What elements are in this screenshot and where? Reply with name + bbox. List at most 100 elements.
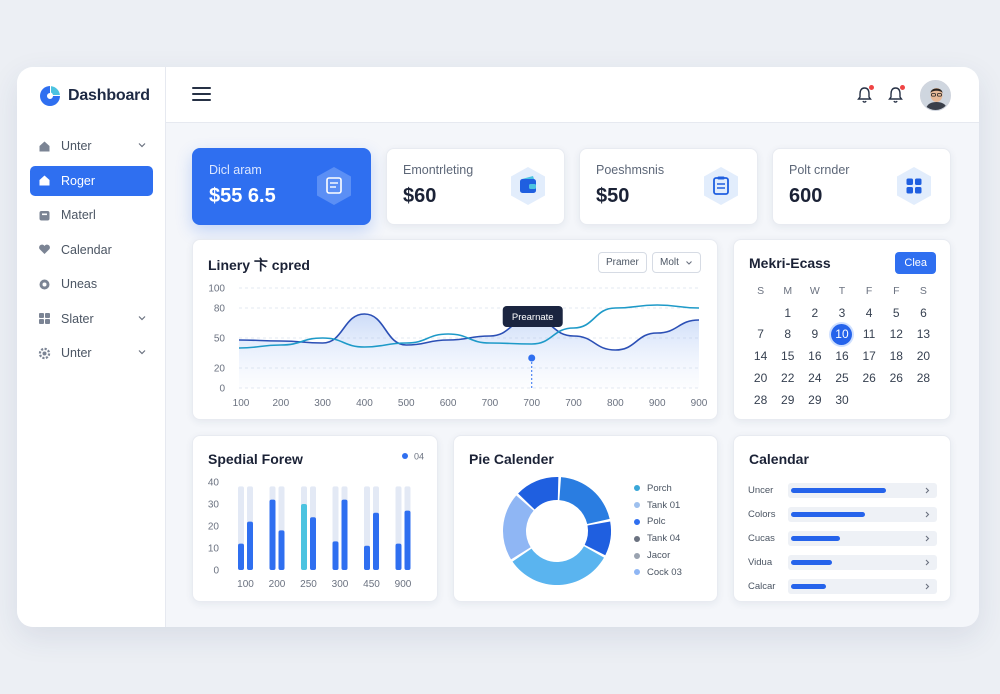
brand[interactable]: Dashboard	[38, 84, 150, 108]
calendar-day[interactable]: 10	[828, 323, 855, 345]
calendar-day[interactable]: 1	[784, 305, 792, 320]
stat-card-1[interactable]: Dicl aram $55 6.5	[192, 148, 371, 225]
calendar-day[interactable]: 16	[808, 349, 822, 364]
pie-slice[interactable]	[518, 477, 559, 510]
legend-label: Tank 01	[647, 499, 681, 511]
calendar-day[interactable]: 9	[811, 327, 819, 342]
progress-bar[interactable]	[788, 506, 937, 522]
data-point[interactable]	[528, 354, 536, 362]
calendar-day[interactable]: 29	[781, 392, 795, 407]
progress-bar[interactable]	[788, 578, 937, 594]
filter-chip[interactable]: Pramer	[598, 252, 647, 273]
bar[interactable]	[364, 545, 370, 570]
sidebar-item-slater[interactable]: Slater	[30, 304, 153, 334]
sidebar-item-label: Calendar	[61, 242, 112, 257]
legend-dot	[634, 502, 640, 509]
sidebar-item-materl[interactable]: Materl	[30, 200, 153, 230]
calendar-day[interactable]: 26	[862, 371, 876, 386]
calendar-day[interactable]: 25	[835, 371, 849, 386]
pie-slice[interactable]	[559, 477, 610, 525]
calendar-day[interactable]: 20	[916, 349, 931, 364]
calendar-day[interactable]: 2	[811, 305, 819, 320]
y-tick-label: 30	[208, 500, 220, 511]
calendar-day[interactable]: 11	[862, 327, 876, 342]
calendar-day[interactable]: 24	[808, 371, 822, 386]
stat-card-2[interactable]: Emontrleting $60	[386, 148, 565, 225]
progress-bar[interactable]	[788, 554, 937, 570]
bar[interactable]	[332, 541, 339, 570]
calendar-day[interactable]: 30	[835, 392, 849, 407]
calendar-day[interactable]: 15	[781, 349, 795, 364]
calendar-day[interactable]: 28	[916, 371, 931, 386]
sidebar-nav: Unter Roger Materl Calendar	[30, 131, 153, 373]
menu-icon[interactable]	[192, 87, 211, 103]
legend-dot	[402, 453, 408, 459]
progress-bar[interactable]	[788, 482, 937, 498]
calendar-day[interactable]: 12	[889, 327, 903, 342]
bar[interactable]	[395, 543, 402, 570]
bell-icon[interactable]	[856, 85, 874, 104]
calendar-day[interactable]: 6	[920, 305, 927, 320]
weekday-label: S	[919, 284, 927, 297]
legend-item: Tank 01	[634, 497, 682, 514]
progress-bar[interactable]	[788, 530, 937, 546]
sidebar-item-uneas[interactable]: Uneas	[30, 269, 153, 299]
calendar-day[interactable]: 5	[892, 305, 900, 320]
calendar-day[interactable]: 28	[753, 392, 768, 407]
bell-icon[interactable]	[887, 85, 905, 104]
heart-icon	[38, 243, 51, 256]
progress-label: Colors	[748, 508, 776, 520]
calendar-day[interactable]: 17	[862, 349, 876, 364]
calendar-day[interactable]: 20	[753, 371, 768, 386]
calendar-day[interactable]: 13	[916, 327, 931, 342]
bar[interactable]	[310, 517, 316, 570]
bar[interactable]	[301, 504, 307, 570]
calendar-day[interactable]: 4	[865, 305, 873, 320]
clear-button[interactable]: Clea	[895, 252, 936, 274]
progress-label: Calcar	[748, 580, 776, 592]
message-icon	[317, 167, 351, 205]
x-tick-label: 900	[649, 398, 666, 409]
bar[interactable]	[247, 521, 253, 570]
progress-list: Uncer Colors Cucas Vidua Calcar	[748, 478, 938, 598]
stat-label: Dicl aram	[209, 163, 262, 177]
sidebar-item-unter[interactable]: Unter	[30, 131, 153, 161]
calendar-day[interactable]: 29	[808, 392, 822, 407]
bar[interactable]	[373, 512, 379, 570]
calendar-day[interactable]: 18	[889, 349, 903, 364]
progress-row: Vidua	[748, 550, 938, 574]
avatar[interactable]	[920, 80, 951, 111]
dropdown-select[interactable]: Molt	[652, 252, 701, 273]
calendar-day[interactable]: 16	[835, 349, 849, 364]
pie-slice[interactable]	[512, 546, 605, 585]
pie-slice[interactable]	[503, 495, 534, 560]
sidebar-item-label: Unter	[61, 346, 92, 360]
y-tick-label: 40	[208, 478, 220, 489]
legend-label: Tank 04	[647, 533, 681, 545]
progress-row: Calcar	[748, 574, 938, 598]
stat-card-3[interactable]: Poeshmsnis $50	[579, 148, 758, 225]
calendar-day[interactable]: 8	[784, 327, 792, 342]
bar[interactable]	[341, 499, 348, 570]
sidebar-item-calendar[interactable]: Calendar	[30, 235, 153, 265]
calendar-day[interactable]: 22	[781, 371, 795, 386]
calendar-day[interactable]: 14	[753, 349, 768, 364]
x-tick-label: 200	[272, 398, 289, 409]
card-title: Spedial Forew	[208, 451, 303, 467]
bar[interactable]	[238, 543, 244, 570]
pie-slice[interactable]	[584, 521, 611, 556]
calendar-day[interactable]: 7	[757, 327, 764, 342]
sidebar-item-roger[interactable]: Roger	[30, 165, 153, 196]
bar[interactable]	[269, 499, 276, 570]
progress-fill	[791, 535, 840, 541]
y-tick-label: 0	[213, 566, 219, 577]
pie-legend: Porch Tank 01 Polc Tank 04 Jacor Cock 03	[634, 480, 682, 581]
sidebar-item-unter-2[interactable]: Unter	[30, 338, 153, 368]
calendar-day[interactable]: 26	[889, 371, 903, 386]
bar[interactable]	[278, 530, 285, 570]
weekday-label: F	[865, 284, 873, 297]
stat-card-4[interactable]: Polt crnder 600	[772, 148, 951, 225]
sidebar-item-label: Unter	[61, 139, 92, 153]
calendar-day[interactable]: 3	[838, 305, 846, 320]
bar[interactable]	[404, 510, 411, 570]
